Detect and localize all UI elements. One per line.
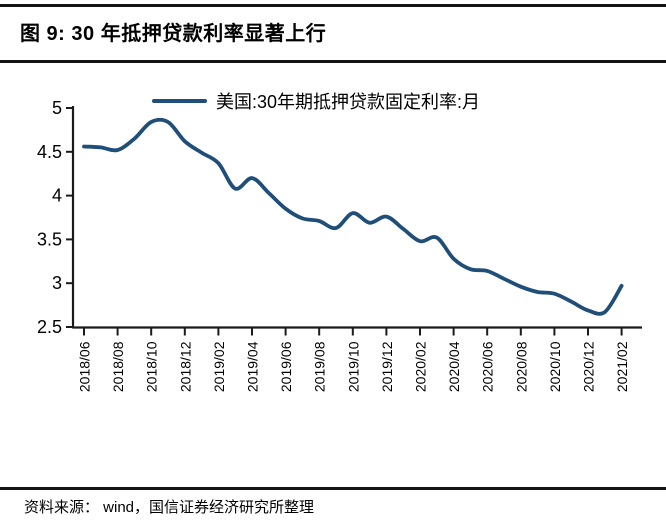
- plot-area: 5 4.5 4 3.5 3 2.5 2018/06 2018/08 2018/10 2018/12…: [37, 98, 642, 392]
- x-axis-label: 2020/08: [513, 341, 529, 392]
- y-axis-label: 4: [52, 186, 62, 206]
- figure-title: 图 9: 30 年抵押贷款利率显著上行: [20, 23, 327, 45]
- x-axis-label: 2018/06: [77, 341, 93, 392]
- x-axis-label: 2019/12: [379, 341, 395, 392]
- x-axis-label: 2020/12: [581, 341, 597, 392]
- x-axis-label: 2020/06: [480, 341, 496, 392]
- x-axis-label: 2019/06: [278, 341, 294, 392]
- x-axis-label: 2020/04: [446, 341, 462, 392]
- y-axis-label: 4.5: [37, 142, 62, 162]
- x-axis-label: 2018/12: [177, 341, 193, 392]
- footer-rule: [0, 487, 666, 490]
- x-axis-label: 2018/10: [144, 341, 160, 392]
- x-axis-label: 2020/10: [547, 341, 563, 392]
- chart-legend: 美国:30年期抵押贷款固定利率:月: [152, 88, 480, 114]
- x-axis-label: 2019/04: [245, 341, 261, 392]
- y-axis-label: 3: [52, 273, 62, 293]
- x-axis-label: 2019/08: [312, 341, 328, 392]
- x-axis-label: 2019/02: [211, 341, 227, 392]
- x-axis-label: 2018/08: [110, 341, 126, 392]
- y-axis-label: 2.5: [37, 317, 62, 337]
- x-axis-label: 2020/02: [413, 341, 429, 392]
- source-note: 资料来源： wind，国信证券经济研究所整理: [24, 499, 315, 516]
- x-axis-label: 2021/02: [614, 341, 630, 392]
- top-rule: [0, 4, 666, 7]
- mortgage-rate-chart: 5 4.5 4 3.5 3 2.5 2018/06 2018/08 2018/10 2018/12…: [0, 66, 666, 481]
- title-rule: [0, 60, 666, 63]
- y-axis-label: 3.5: [37, 229, 62, 249]
- rate-line: [82, 117, 624, 316]
- legend-label: 美国:30年期抵押贷款固定利率:月: [216, 92, 481, 112]
- legend-line-swatch: [152, 99, 207, 103]
- y-axis-label: 5: [52, 98, 62, 118]
- x-axis-label: 2019/10: [345, 341, 361, 392]
